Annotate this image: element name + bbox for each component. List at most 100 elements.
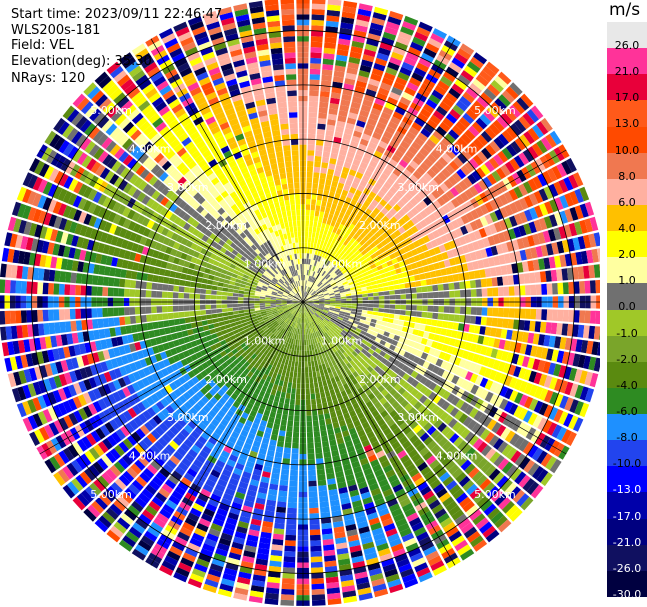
range-gate-cell [321, 245, 326, 252]
range-gate-cell [228, 369, 236, 377]
range-gate-cell [573, 172, 584, 187]
range-gate-cell [569, 190, 579, 205]
range-gate-cell [300, 329, 303, 335]
range-gate-cell [308, 259, 311, 265]
range-gate-cell [293, 316, 297, 322]
range-gate-cell [482, 176, 493, 188]
range-gate-cell [280, 474, 289, 481]
range-gate-cell [318, 414, 325, 421]
range-gate-cell [327, 288, 333, 292]
range-gate-cell [349, 51, 362, 59]
range-gate-cell [289, 480, 298, 487]
range-gate-cell [308, 298, 314, 301]
range-gate-cell [243, 303, 249, 307]
range-gate-cell [398, 260, 406, 268]
range-gate-cell [290, 393, 296, 400]
range-gate-cell [333, 313, 339, 317]
range-gate-cell [336, 120, 346, 128]
range-gate-cell [309, 333, 312, 340]
range-gate-cell [435, 269, 442, 277]
range-gate-cell [397, 101, 409, 111]
range-gate-cell [333, 427, 341, 434]
range-gate-cell [494, 196, 504, 208]
range-gate-cell [446, 372, 455, 382]
range-gate-cell [465, 108, 478, 121]
range-gate-cell [370, 253, 377, 260]
range-gate-cell [284, 540, 296, 547]
range-gate-cell [593, 264, 600, 278]
range-gate-cell [414, 391, 424, 401]
range-gate-cell [340, 453, 349, 461]
range-gate-cell [157, 437, 168, 448]
range-gate-cell [385, 66, 398, 76]
range-gate-cell [283, 403, 290, 410]
range-gate-cell [428, 94, 441, 105]
range-gate-cell [294, 317, 298, 323]
range-gate-cell [358, 322, 365, 327]
range-gate-cell [599, 332, 600, 340]
range-gate-cell [128, 483, 141, 496]
range-gate-cell [355, 171, 364, 180]
range-gate-cell [344, 196, 352, 204]
range-gate-cell [406, 251, 414, 258]
range-gate-cell [579, 386, 589, 401]
range-gate-cell [491, 170, 502, 183]
range-gate-cell [363, 48, 376, 58]
range-gate-cell [498, 254, 506, 265]
range-gate-cell [388, 265, 395, 271]
range-gate-cell [340, 331, 346, 338]
range-gate-cell [513, 155, 525, 168]
range-gate-cell [298, 307, 302, 313]
range-gate-cell [473, 182, 484, 194]
range-gate-cell [334, 65, 346, 73]
range-gate-cell [328, 108, 338, 115]
range-gate-cell [311, 283, 316, 289]
range-gate-cell [254, 369, 261, 376]
range-gate-cell [291, 309, 296, 315]
range-gate-cell [492, 472, 505, 485]
range-gate-cell [451, 375, 460, 385]
range-gate-cell [588, 233, 597, 248]
range-gate-cell [354, 249, 361, 256]
range-gate-cell [153, 440, 165, 452]
range-gate-cell [323, 291, 329, 295]
range-gate-cell [469, 509, 482, 521]
range-gate-cell [345, 248, 352, 255]
range-gate-cell [252, 347, 258, 353]
range-gate-cell [324, 325, 329, 331]
range-gate-cell [244, 382, 252, 390]
range-gate-cell [501, 444, 513, 457]
range-gate-cell [467, 419, 477, 431]
range-gate-cell [525, 308, 531, 319]
range-gate-cell [275, 413, 282, 420]
range-gate-cell [285, 318, 290, 324]
range-gate-cell [311, 315, 316, 321]
range-gate-cell [400, 399, 409, 408]
range-gate-cell [355, 243, 362, 250]
range-gate-cell [474, 218, 484, 229]
range-gate-cell [256, 492, 267, 500]
range-gate-cell [435, 126, 447, 137]
range-gate-cell [461, 443, 472, 455]
range-gate-cell [484, 391, 494, 403]
range-gate-cell [421, 311, 428, 318]
range-gate-cell [574, 205, 584, 220]
range-gate-cell [501, 461, 514, 474]
range-gate-cell [394, 488, 406, 498]
range-gate-cell [391, 339, 399, 346]
range-gate-cell [490, 348, 499, 359]
range-gate-cell [189, 311, 196, 317]
range-gate-cell [529, 207, 539, 220]
range-gate-cell [332, 521, 344, 528]
range-gate-cell [401, 532, 415, 543]
range-gate-cell [213, 553, 227, 562]
range-gate-cell [285, 529, 297, 536]
range-gate-cell [467, 173, 477, 185]
range-gate-cell [382, 31, 397, 41]
range-gate-cell [532, 415, 543, 428]
range-gate-cell [391, 258, 399, 265]
range-gate-cell [487, 337, 495, 347]
range-gate-cell [392, 279, 399, 285]
range-gate-cell [236, 486, 247, 495]
range-gate-cell [326, 356, 331, 363]
